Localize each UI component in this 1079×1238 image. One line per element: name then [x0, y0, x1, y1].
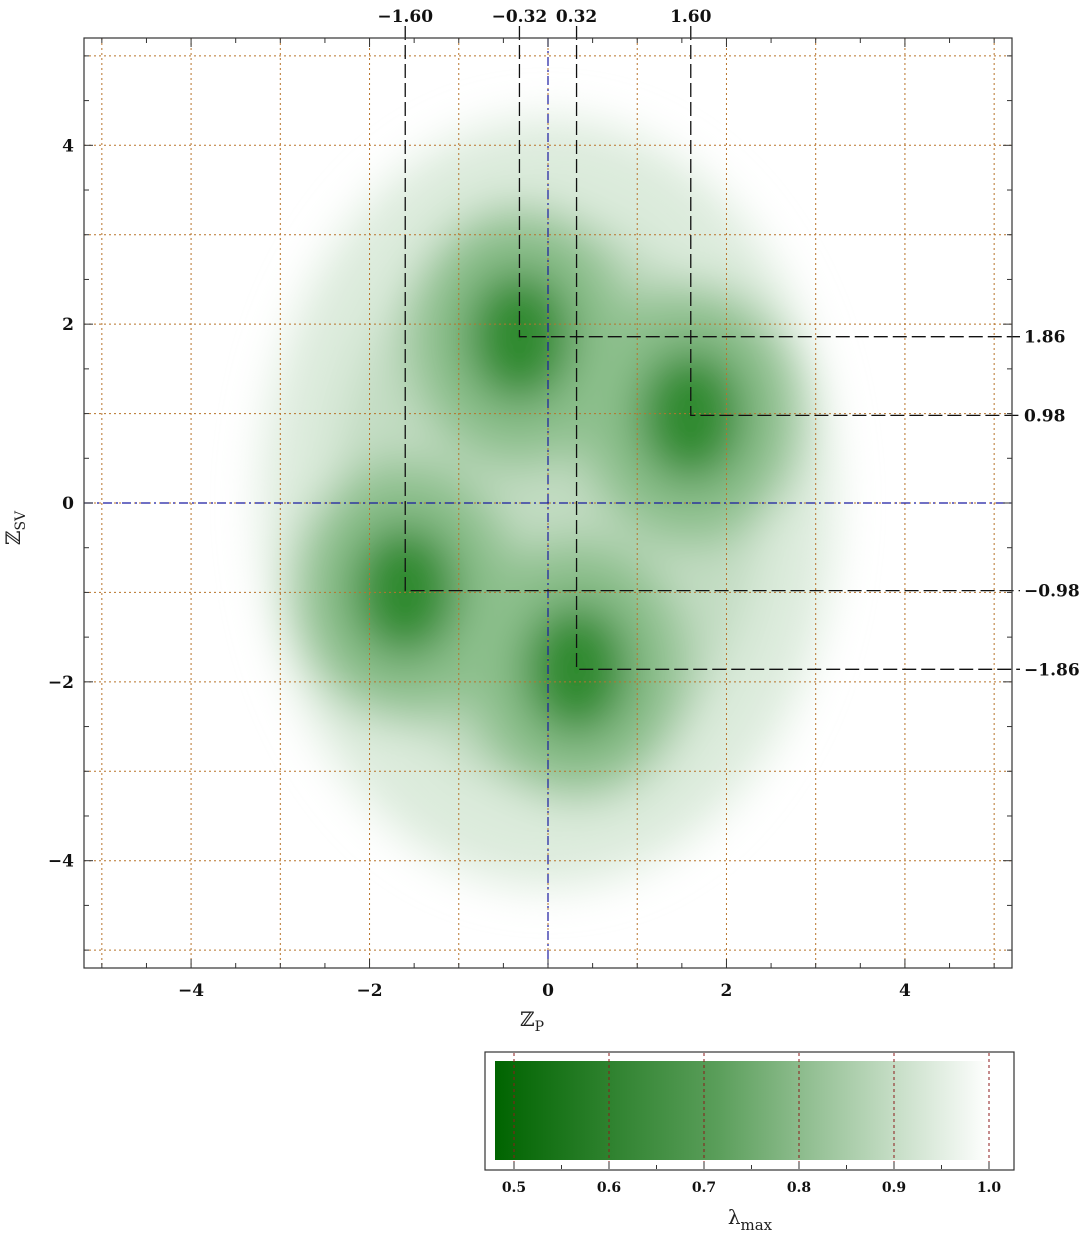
y-tick-label: −4	[48, 852, 74, 872]
x-tick-label: −4	[178, 981, 204, 1001]
x-axis-title: ℤP	[520, 1007, 544, 1035]
y-axis-title: ℤSV	[1, 510, 29, 545]
guide-corner-line	[518, 26, 1020, 338]
colorbar-gradient	[495, 1061, 989, 1160]
guide-corner-line	[404, 26, 1020, 592]
colorbar-tick-label: 0.7	[692, 1180, 716, 1196]
guide-corner-line	[690, 26, 1020, 417]
y-tick-label: 4	[62, 136, 74, 156]
guide-label-y: 0.98	[1024, 406, 1065, 426]
x-tick-label: 4	[899, 981, 911, 1001]
colorbar-tick-label: 0.6	[597, 1180, 621, 1196]
colorbar-tick-label: 0.5	[502, 1180, 526, 1196]
guide-label-y: 1.86	[1024, 328, 1065, 348]
colorbar-tick-label: 1.0	[977, 1180, 1002, 1196]
y-tick-label: −2	[48, 673, 74, 693]
guide-label-y: −1.86	[1024, 660, 1079, 680]
guide-labels: −1.60 −0.32 0.32 1.60 1.86 0.98 −0.98 −1.86	[377, 7, 1079, 680]
x-tick-label: 0	[542, 981, 554, 1001]
x-tick-label: 2	[721, 981, 733, 1001]
colorbar: 0.5 0.6 0.7 0.8 0.9 1.0 λmax	[484, 1051, 1015, 1234]
guide-label-x: −0.32	[492, 7, 548, 27]
guide-lines	[404, 26, 1020, 670]
zero-lines	[84, 38, 1012, 968]
y-tick-label: 0	[62, 494, 74, 514]
axis-tick-labels: −4 −2 0 2 4 −4 −2 0 2 4	[48, 136, 911, 1001]
colorbar-tick-label: 0.9	[882, 1180, 906, 1196]
colorbar-frame	[484, 1051, 1015, 1171]
guide-label-x: 0.32	[556, 7, 597, 27]
colorbar-ticks: 0.5 0.6 0.7 0.8 0.9 1.0	[502, 1053, 1002, 1196]
y-tick-label: 2	[62, 315, 74, 335]
hotspot-core	[523, 602, 631, 737]
guide-label-y: −0.98	[1024, 582, 1079, 602]
x-tick-label: −2	[356, 981, 382, 1001]
colorbar-tick-label: 0.8	[787, 1180, 811, 1196]
colorbar-title: λmax	[728, 1205, 773, 1234]
axis-ticks	[84, 38, 1012, 968]
guide-corner-line	[575, 26, 1020, 670]
guide-label-x: 1.60	[670, 7, 712, 27]
guide-label-x: −1.60	[377, 7, 433, 27]
